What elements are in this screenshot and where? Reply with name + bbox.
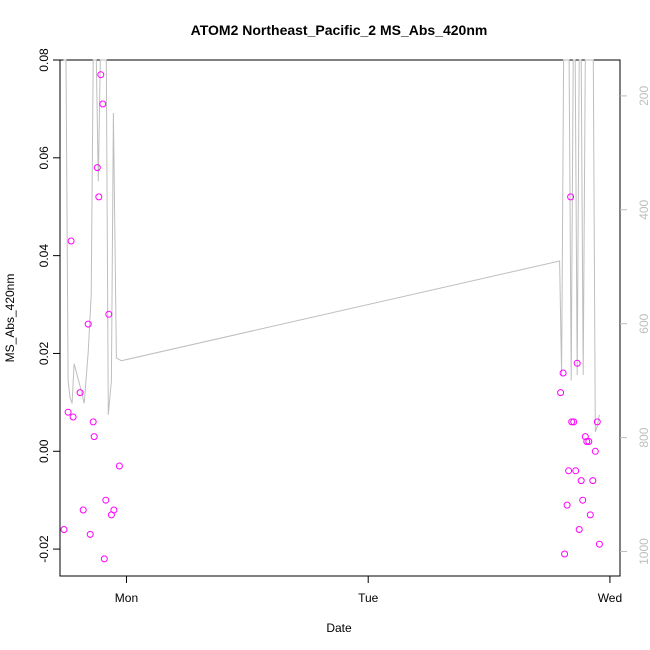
y2-tick-label: 800 [637, 427, 650, 447]
data-point [572, 467, 580, 475]
data-point [105, 310, 113, 318]
data-point [76, 389, 84, 397]
data-point [589, 477, 597, 485]
y-tick-label: 0.02 [37, 341, 51, 365]
data-point [567, 193, 575, 201]
y-axis-left: -0.02 0.00 0.02 0.04 0.06 0.08 [37, 48, 60, 563]
line-series [63, 59, 600, 433]
plot-frame [59, 59, 621, 577]
data-point [581, 433, 589, 441]
y-tick-label: 0.04 [37, 244, 51, 268]
data-point [90, 433, 98, 441]
data-point [561, 550, 569, 558]
y2-tick-label: 1000 [637, 538, 650, 565]
data-point [557, 389, 565, 397]
data-point [60, 526, 68, 533]
x-axis-label: Date [326, 621, 352, 635]
data-point [577, 477, 585, 485]
data-point [102, 496, 110, 504]
data-point [97, 71, 105, 79]
data-point [559, 369, 567, 377]
data-point [593, 418, 601, 426]
data-point [86, 530, 94, 538]
x-tick-label: Tue [358, 591, 379, 605]
y2-tick-label: 600 [637, 313, 650, 333]
data-point [570, 418, 578, 426]
y-axis-right: 200 400 600 800 1000 [620, 86, 650, 565]
data-point [586, 511, 594, 519]
y-axis-label: MS_Abs_420nm [3, 274, 17, 363]
data-point [64, 408, 72, 416]
data-point [95, 193, 103, 201]
data-point [595, 540, 603, 548]
data-line [63, 59, 600, 433]
data-point [563, 501, 571, 509]
data-point [110, 506, 118, 514]
data-point [93, 164, 101, 172]
data-point [67, 237, 75, 245]
data-point [89, 418, 97, 426]
data-point [568, 418, 576, 426]
y2-tick-label: 400 [637, 199, 650, 219]
y-tick-label: 0.08 [37, 48, 51, 72]
data-point [575, 526, 583, 533]
chart-title: ATOM2 Northeast_Pacific_2 MS_Abs_420nm [191, 22, 488, 38]
data-point [591, 447, 599, 455]
x-tick-label: Mon [115, 591, 138, 605]
data-point [84, 320, 92, 328]
data-point [585, 438, 593, 445]
y-tick-label: 0.06 [37, 146, 51, 170]
y-tick-label: -0.02 [37, 535, 51, 563]
data-point [573, 359, 581, 367]
data-point [565, 467, 573, 475]
data-point [69, 413, 77, 421]
data-point [79, 506, 87, 514]
y-tick-label: 0.00 [37, 439, 51, 463]
data-point [583, 438, 591, 445]
data-point [579, 496, 587, 504]
data-point [115, 462, 123, 470]
scatter-series [60, 71, 603, 563]
x-tick-label: Wed [598, 591, 622, 605]
data-point [99, 100, 107, 108]
x-axis: Mon Tue Wed [115, 576, 622, 605]
data-point [100, 555, 108, 563]
y2-tick-label: 200 [637, 86, 650, 106]
